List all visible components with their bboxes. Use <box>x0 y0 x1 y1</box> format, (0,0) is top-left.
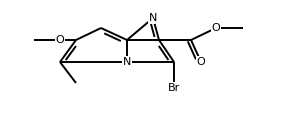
Text: N: N <box>123 57 131 67</box>
Text: N: N <box>149 13 157 23</box>
Text: O: O <box>56 35 64 45</box>
Text: Br: Br <box>168 83 180 93</box>
Text: O: O <box>212 23 220 33</box>
Text: O: O <box>197 57 205 67</box>
